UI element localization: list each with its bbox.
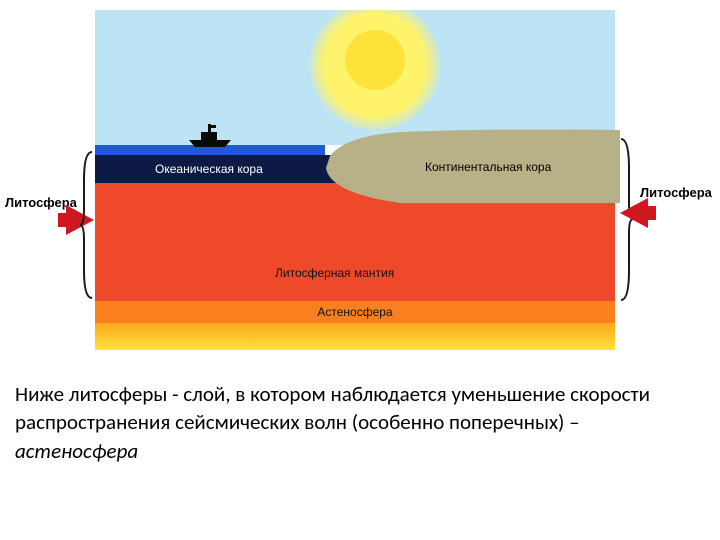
asthenosphere-label: Астеносфера: [317, 305, 392, 319]
asthenosphere-gradient: [95, 323, 615, 350]
oceanic-crust-label: Океаническая кора: [155, 162, 263, 176]
continental-crust-label: Континентальная кора: [425, 160, 551, 174]
brace-left: [78, 150, 96, 300]
caption-term: астеносфера: [15, 438, 138, 464]
earth-layers-diagram: Океаническая кора Континентальная кора Л…: [95, 10, 615, 350]
caption-text: Ниже литосферы - слой, в котором наблюда…: [15, 380, 705, 465]
arrow-right: [620, 198, 648, 228]
lithospheric-mantle-label: Литосферная мантия: [275, 266, 394, 280]
caption-body: Ниже литосферы - слой, в котором наблюда…: [15, 381, 650, 435]
asthenosphere-label-band: Астеносфера: [95, 301, 615, 323]
ship-icon: [185, 122, 235, 148]
sun-icon: [345, 30, 405, 90]
oceanic-crust-layer: Океаническая кора: [95, 155, 355, 183]
lithosphere-label-right: Литосфера: [640, 185, 712, 200]
sky-layer: [95, 10, 615, 145]
